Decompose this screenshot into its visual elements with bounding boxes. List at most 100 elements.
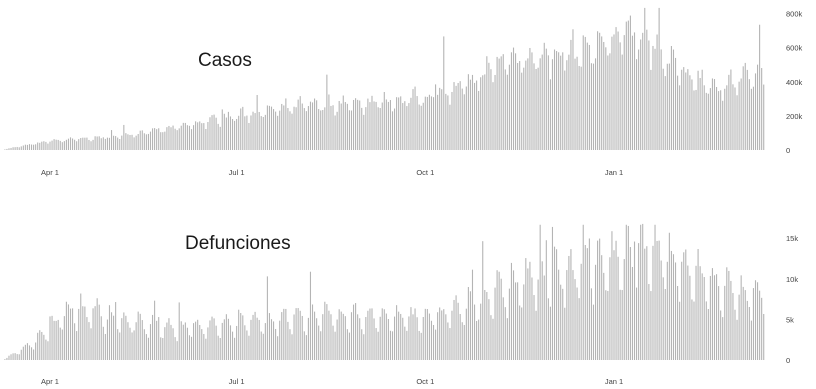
bar — [125, 315, 127, 360]
bar — [553, 49, 556, 150]
bar — [307, 317, 309, 360]
bars-panel-0 — [4, 7, 765, 151]
bar — [129, 327, 131, 360]
bar — [644, 248, 646, 360]
bar — [55, 139, 57, 150]
bar — [537, 67, 539, 150]
bar — [398, 97, 400, 150]
bar — [658, 7, 660, 151]
bar — [211, 115, 213, 150]
bar — [236, 119, 238, 150]
bar — [519, 305, 521, 360]
bar — [211, 316, 213, 360]
bar — [357, 99, 359, 150]
bar — [367, 310, 369, 360]
bar — [350, 110, 353, 150]
bar — [726, 267, 728, 360]
bar — [582, 224, 584, 360]
bar — [435, 84, 437, 150]
bar — [631, 266, 634, 360]
bar — [367, 98, 369, 150]
bar — [168, 318, 170, 360]
bar — [385, 99, 387, 150]
bar — [297, 99, 299, 150]
bar — [270, 319, 273, 360]
bar — [636, 59, 638, 150]
bar — [576, 56, 578, 150]
x-tick-label: Apr 1 — [41, 377, 59, 386]
bar — [705, 92, 707, 150]
bar — [182, 122, 184, 150]
bar — [147, 133, 149, 150]
bar — [22, 346, 24, 360]
bar — [12, 353, 14, 360]
bar — [498, 58, 500, 150]
bar — [718, 286, 720, 360]
bar — [324, 107, 326, 150]
bar — [406, 106, 408, 150]
bar — [763, 313, 765, 360]
bar — [250, 115, 252, 150]
bar — [476, 320, 478, 360]
bar — [262, 333, 264, 360]
bar — [627, 20, 629, 151]
bar — [457, 302, 459, 360]
bar — [51, 140, 53, 150]
bar — [281, 312, 283, 360]
bar — [22, 145, 24, 150]
bar — [254, 311, 256, 360]
bar — [525, 60, 527, 150]
bar — [560, 55, 562, 150]
bar — [285, 308, 287, 360]
bar — [640, 224, 642, 360]
bar — [504, 307, 506, 360]
bar — [656, 34, 658, 150]
bar — [199, 324, 201, 360]
bar — [365, 317, 367, 360]
bar — [299, 96, 301, 150]
bar — [398, 311, 400, 360]
bar — [149, 324, 152, 360]
bar — [152, 128, 154, 150]
bar — [63, 141, 65, 150]
bar — [207, 122, 209, 150]
bar — [537, 279, 539, 360]
bar — [225, 117, 227, 150]
bar — [330, 105, 332, 150]
bar — [646, 246, 648, 360]
bar — [693, 301, 695, 360]
bar — [26, 144, 28, 150]
bar — [662, 277, 664, 360]
bar — [219, 126, 221, 150]
bar — [332, 105, 334, 150]
bar — [242, 106, 244, 150]
bar — [400, 96, 402, 150]
bar — [517, 282, 519, 360]
bar — [638, 243, 640, 360]
bar — [506, 318, 508, 360]
bar — [314, 311, 316, 360]
bar — [572, 29, 574, 151]
bar — [428, 313, 430, 360]
bar — [605, 290, 607, 360]
bar — [701, 273, 703, 360]
bar — [141, 320, 143, 360]
bar — [556, 249, 558, 360]
bar — [61, 329, 63, 360]
bar — [320, 331, 322, 360]
bar — [221, 109, 223, 150]
x-tick-label: Jul 1 — [229, 377, 245, 386]
bar — [658, 240, 660, 360]
bar — [102, 326, 104, 360]
bar — [439, 307, 441, 360]
bar — [72, 308, 74, 360]
bar — [43, 334, 45, 360]
bar — [162, 338, 164, 360]
bar — [383, 309, 385, 360]
bar — [644, 7, 646, 151]
bar — [76, 331, 78, 360]
bar — [229, 325, 232, 360]
bar — [311, 102, 314, 150]
bar — [724, 285, 726, 360]
